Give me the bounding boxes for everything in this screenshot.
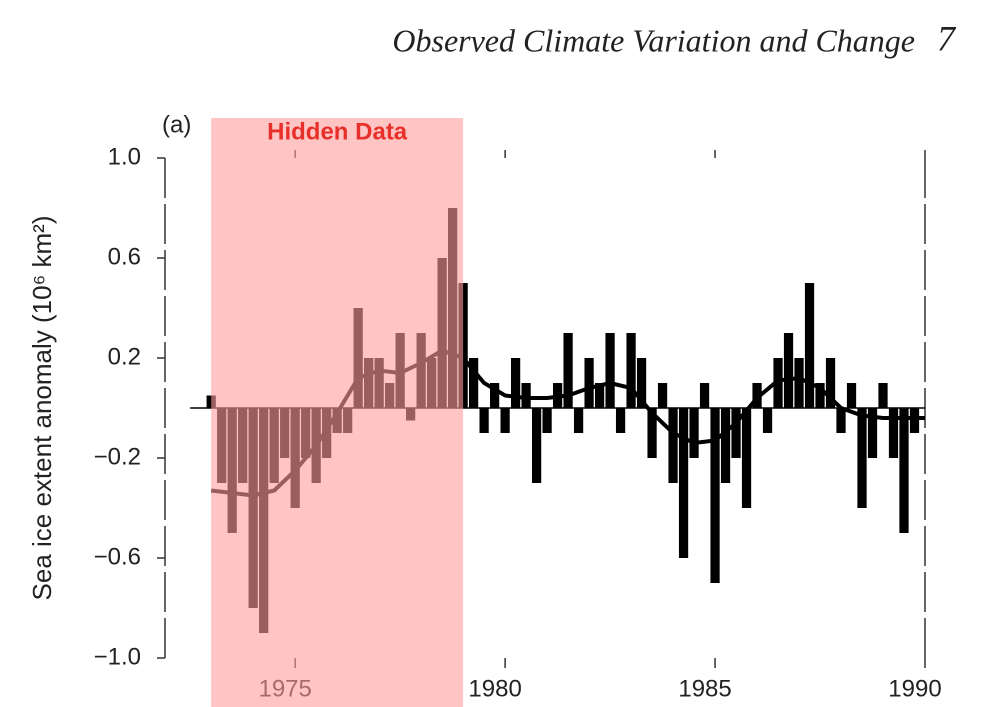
bar	[636, 358, 647, 408]
y-tick-label: −0.6	[94, 543, 141, 570]
bar	[720, 408, 731, 483]
bar	[206, 395, 216, 408]
x-tick-label: 1980	[468, 675, 521, 702]
bar	[657, 383, 668, 408]
bar	[469, 358, 479, 408]
y-axis-label: Sea ice extent anomaly (10⁶ km²)	[27, 216, 57, 601]
bar	[857, 408, 867, 508]
bar	[615, 408, 626, 433]
bar	[731, 408, 741, 458]
bar	[878, 383, 888, 408]
bar	[489, 383, 500, 408]
bar	[699, 383, 710, 408]
y-tick-label: 1.0	[108, 143, 141, 170]
page-header: Observed Climate Variation and Change	[392, 22, 915, 58]
hidden-region	[211, 118, 464, 707]
bar	[500, 408, 510, 433]
bar	[741, 408, 752, 508]
bar	[867, 408, 878, 458]
bar	[531, 408, 542, 483]
bar	[626, 333, 636, 408]
bar	[846, 383, 857, 408]
y-tick-label: −1.0	[94, 643, 141, 670]
hidden-label: Hidden Data	[267, 118, 408, 145]
bar	[458, 283, 468, 408]
bar	[479, 408, 489, 433]
y-tick-label: 0.6	[108, 243, 141, 270]
y-tick-label: −0.2	[94, 443, 141, 470]
bar	[689, 408, 699, 458]
bar	[710, 408, 720, 583]
bar	[510, 358, 521, 408]
bar	[825, 358, 836, 408]
bar	[899, 408, 909, 533]
bar	[815, 383, 825, 408]
bar	[647, 408, 657, 458]
bar	[668, 408, 678, 483]
y-tick-label: 0.2	[108, 343, 141, 370]
bar	[783, 333, 794, 408]
bar	[605, 333, 615, 408]
bar	[794, 358, 804, 408]
bar	[804, 283, 815, 408]
x-tick-label: 1990	[888, 675, 941, 702]
bar	[573, 408, 584, 433]
bar	[594, 383, 605, 408]
bar	[678, 408, 689, 558]
bar	[762, 408, 773, 433]
bar	[563, 333, 573, 408]
bar	[909, 408, 920, 433]
bar	[888, 408, 899, 458]
page-number: 7	[937, 18, 957, 58]
bar	[521, 383, 531, 408]
bar	[836, 408, 846, 433]
panel-label: (a)	[162, 111, 191, 138]
bar	[584, 358, 594, 408]
x-tick-label: 1985	[678, 675, 731, 702]
bar	[542, 408, 552, 433]
